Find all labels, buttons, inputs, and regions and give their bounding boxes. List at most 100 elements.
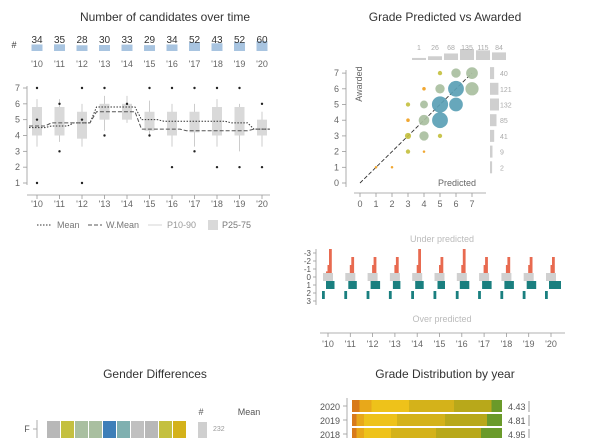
count-bar — [121, 44, 133, 51]
y-tick-label: 4 — [334, 115, 339, 125]
grade-share-segment — [356, 428, 364, 438]
year-tick-label-top: '11 — [54, 59, 65, 69]
side-count-bar — [490, 129, 495, 142]
bubble-point — [451, 68, 461, 78]
bubble-point — [435, 84, 445, 94]
under-bar — [329, 249, 332, 273]
bubble-point — [422, 87, 426, 91]
baseline-band — [501, 273, 512, 281]
under-bar — [462, 249, 466, 273]
year-tick-label: '10 — [31, 199, 43, 209]
under-bar — [461, 265, 465, 273]
count-label: 34 — [31, 35, 43, 46]
count-bar — [76, 45, 88, 51]
year-tick-label-top: '15 — [144, 59, 156, 69]
diagonal-reference-line — [359, 72, 473, 184]
x-tick-label: '20 — [545, 339, 557, 349]
bubble-point — [405, 102, 411, 107]
under-bar — [394, 265, 398, 273]
over-bar-level2 — [522, 291, 526, 299]
outlier-dot — [103, 134, 106, 137]
under-bar — [528, 265, 531, 273]
mean-line — [29, 106, 270, 130]
outlier-dot — [35, 118, 39, 121]
over-bar-level1 — [418, 281, 424, 289]
y-tick-label: 7 — [15, 83, 20, 93]
legend-p25-75-swatch — [208, 220, 218, 230]
gender-row-label: F — [24, 424, 30, 434]
gender-segment — [103, 421, 116, 438]
over-bar-level2 — [478, 291, 481, 299]
outlier-dot — [80, 86, 84, 90]
over-bar-level1 — [351, 281, 357, 289]
over-bar-level2 — [545, 291, 548, 299]
top-count-bar — [460, 49, 474, 60]
over-bar-level2 — [433, 291, 437, 299]
box-p25-75 — [144, 111, 155, 131]
year-tick-label: '15 — [144, 199, 156, 209]
side-count-label: 9 — [500, 150, 504, 157]
outlier-dot — [80, 181, 84, 185]
over-predicted-label: Over predicted — [412, 314, 471, 324]
year-tick-label-top: '17 — [189, 59, 201, 69]
top-count-bar — [476, 50, 490, 60]
x-tick-label: '13 — [389, 339, 401, 349]
outlier-dot — [238, 165, 241, 169]
under-predicted-label: Under predicted — [410, 234, 474, 244]
bubble-point — [465, 82, 479, 96]
x-tick-label: 7 — [469, 199, 474, 209]
under-bar — [507, 257, 511, 273]
x-tick-label: 0 — [357, 199, 362, 209]
top-count-label: 26 — [431, 45, 439, 52]
chart-title-predicted-vs-awarded: Grade Predicted vs Awarded — [368, 10, 522, 24]
outlier-dot — [215, 165, 219, 169]
y-tick-label: 5 — [15, 115, 20, 125]
under-bar — [529, 257, 533, 273]
x-axis-label: Predicted — [438, 178, 476, 188]
outlier-dot — [58, 102, 61, 106]
over-bar-level2 — [344, 291, 348, 299]
top-count-bar — [428, 56, 442, 60]
outlier-dot — [58, 150, 61, 153]
over-bar-level2 — [366, 291, 370, 299]
bubble-point — [374, 166, 378, 169]
grade-share-segment — [397, 414, 445, 426]
outlier-dot — [80, 118, 84, 121]
over-bar-level1 — [552, 281, 561, 289]
over-bar-level1 — [440, 281, 445, 289]
grade-share-segment — [364, 428, 391, 438]
under-bar — [395, 257, 399, 273]
bubble-point — [449, 97, 463, 112]
bubble-point — [420, 100, 428, 109]
box-p25-75 — [32, 107, 42, 136]
box-p25-75 — [99, 103, 110, 120]
chart-title-distribution: Grade Distribution by year — [375, 367, 515, 381]
box-p25-75 — [167, 111, 177, 136]
under-bar — [418, 249, 421, 273]
side-count-bar — [490, 67, 495, 80]
grade-share-segment — [487, 414, 502, 426]
outlier-dot — [193, 86, 196, 90]
top-count-bar — [444, 53, 458, 60]
gender-segment — [117, 421, 130, 438]
legend-p10-90-label: P10-90 — [167, 220, 196, 230]
year-tick-label-top: '12 — [76, 59, 88, 69]
count-label: 28 — [76, 35, 88, 46]
x-tick-label: '10 — [322, 339, 334, 349]
year-row-label: 2020 — [320, 402, 340, 412]
y-tick-label: 0 — [307, 273, 312, 282]
y-tick-label: 0 — [334, 178, 339, 188]
under-bar — [550, 265, 554, 273]
grade-share-segment — [491, 400, 502, 412]
under-bar — [326, 271, 329, 273]
y-tick-label: 6 — [15, 99, 20, 109]
over-bar-level1 — [507, 281, 514, 289]
y-tick-label: 3 — [15, 146, 20, 156]
bubble-point — [390, 166, 394, 169]
over-bar-level2 — [455, 291, 459, 299]
year-tick-label-top: '20 — [256, 59, 268, 69]
over-bar-level2 — [411, 291, 414, 299]
x-tick-label: '15 — [434, 339, 446, 349]
bubble-point — [466, 67, 478, 79]
chart-title-candidates: Number of candidates over time — [79, 10, 251, 24]
